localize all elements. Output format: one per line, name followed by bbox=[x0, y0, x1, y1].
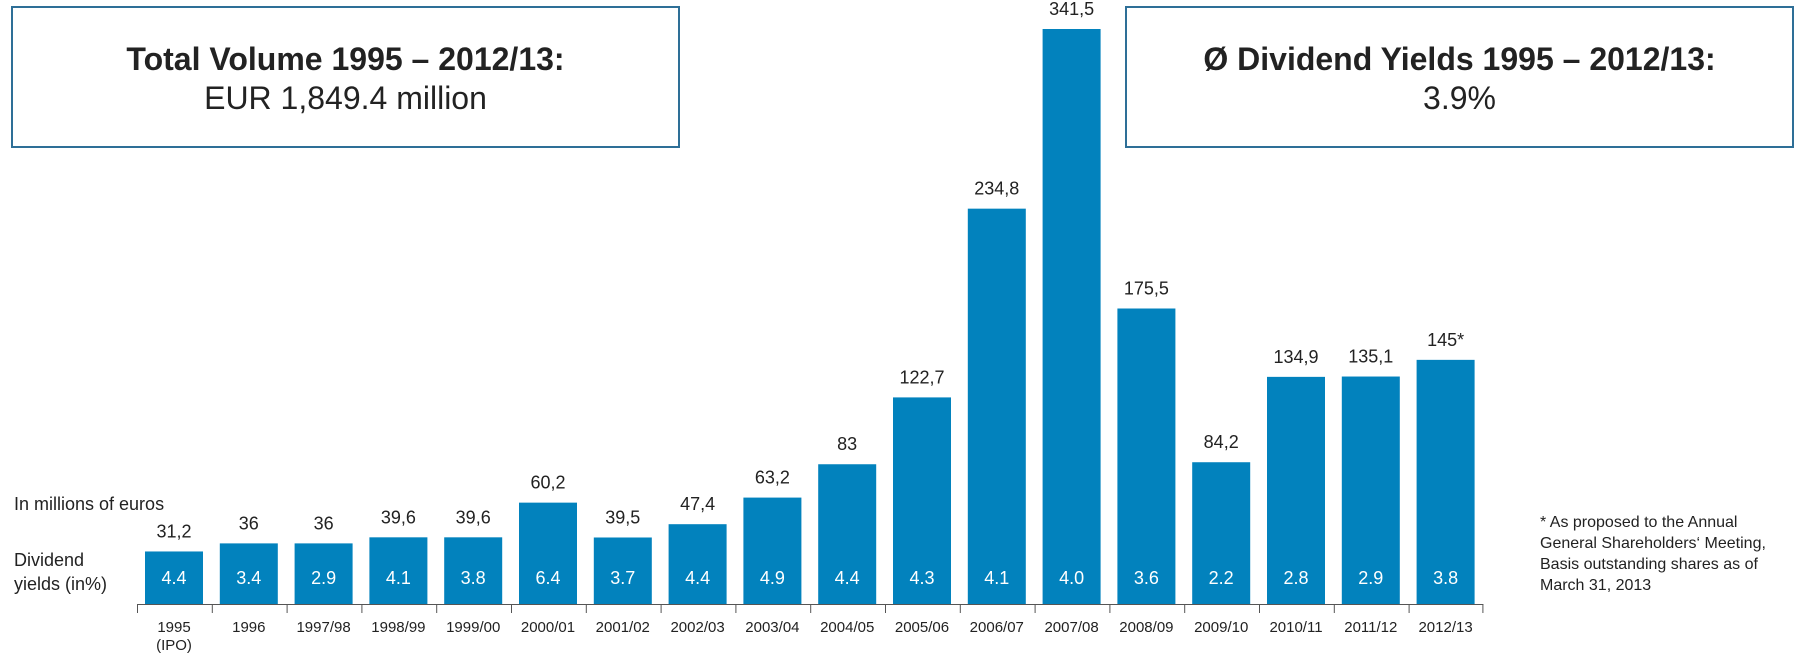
dividend-yield-label: 4.4 bbox=[835, 568, 860, 588]
bar bbox=[818, 464, 877, 604]
dividend-yield-label: 2.9 bbox=[311, 568, 336, 588]
dividend-yield-label: 3.8 bbox=[1433, 568, 1458, 588]
x-tick-label: 2006/07 bbox=[970, 619, 1024, 636]
bar bbox=[219, 543, 278, 604]
bar bbox=[668, 524, 727, 604]
dividend-yield-label: 2.2 bbox=[1209, 568, 1234, 588]
x-tick-label: 2009/10 bbox=[1194, 619, 1248, 636]
dividend-yield-label: 4.9 bbox=[760, 568, 785, 588]
total-volume-box: Total Volume 1995 – 2012/13: EUR 1,849.4… bbox=[11, 6, 680, 148]
dividend-yield-label: 3.7 bbox=[610, 568, 635, 588]
bar bbox=[444, 537, 503, 604]
dividend-yield-label: 4.4 bbox=[685, 568, 710, 588]
dividend-yields-label: Dividend yields (in%) bbox=[14, 550, 108, 594]
bar bbox=[743, 497, 802, 604]
bar-value-label: 134,9 bbox=[1273, 347, 1318, 367]
x-tick-label: 1995 bbox=[157, 619, 190, 636]
x-tick-label: 2004/05 bbox=[820, 619, 874, 636]
x-tick-label: 2001/02 bbox=[596, 619, 650, 636]
bar-value-label: 39,6 bbox=[381, 507, 416, 527]
x-tick-label: 1999/00 bbox=[446, 619, 500, 636]
bar bbox=[1267, 376, 1325, 604]
bar bbox=[1117, 308, 1176, 604]
bar-value-label: 145* bbox=[1427, 330, 1464, 350]
bar-value-label: 135,1 bbox=[1348, 347, 1393, 367]
x-tick-label: 1996 bbox=[232, 619, 265, 636]
bar bbox=[145, 551, 203, 604]
bar bbox=[967, 208, 1026, 604]
bar bbox=[519, 502, 577, 604]
x-tick-label: 1997/98 bbox=[296, 619, 350, 636]
x-tick-label: (IPO) bbox=[156, 637, 192, 654]
bar-value-label: 84,2 bbox=[1204, 432, 1239, 452]
bar bbox=[1192, 462, 1251, 604]
bar bbox=[593, 537, 652, 604]
bar bbox=[1416, 359, 1475, 604]
x-tick-label: 1998/99 bbox=[371, 619, 425, 636]
dividend-yield-label: 2.9 bbox=[1358, 568, 1383, 588]
x-tick-label: 2012/13 bbox=[1418, 619, 1472, 636]
bar-value-label: 36 bbox=[239, 513, 259, 533]
bar-value-label: 60,2 bbox=[530, 473, 565, 493]
dividend-yield-label: 6.4 bbox=[535, 568, 560, 588]
bar bbox=[369, 537, 428, 604]
x-tick-label: 2010/11 bbox=[1269, 619, 1322, 636]
dividend-yield-label: 3.8 bbox=[461, 568, 486, 588]
bar-value-label: 175,5 bbox=[1124, 279, 1169, 299]
dividend-yield-label: 4.1 bbox=[984, 568, 1009, 588]
total-volume-value: EUR 1,849.4 million bbox=[204, 80, 487, 116]
bar-value-label: 31,2 bbox=[156, 521, 191, 541]
bar-value-label: 39,6 bbox=[456, 507, 491, 527]
x-tick-label: 2011/12 bbox=[1344, 619, 1397, 636]
bar-value-label: 122,7 bbox=[899, 367, 944, 387]
bar-value-label: 341,5 bbox=[1049, 0, 1094, 19]
bar-value-label: 39,5 bbox=[605, 507, 640, 527]
total-volume-title: Total Volume 1995 – 2012/13: bbox=[126, 41, 565, 77]
dividend-yield-label: 4.1 bbox=[386, 568, 411, 588]
bar bbox=[294, 543, 353, 604]
bar bbox=[893, 397, 951, 604]
bar-value-label: 63,2 bbox=[755, 468, 790, 488]
x-tick-label: 2005/06 bbox=[895, 619, 949, 636]
dividend-yield-label: 4.3 bbox=[909, 568, 934, 588]
footnote: * As proposed to the Annual General Shar… bbox=[1540, 514, 1766, 594]
bar bbox=[1042, 29, 1101, 604]
dividend-yield-label: 4.4 bbox=[161, 568, 186, 588]
bar-value-label: 83 bbox=[837, 434, 857, 454]
x-tick-label: 2008/09 bbox=[1119, 619, 1173, 636]
dividend-yield-label: 3.6 bbox=[1134, 568, 1159, 588]
x-tick-label: 2002/03 bbox=[670, 619, 724, 636]
dividend-yield-label: 2.8 bbox=[1283, 568, 1308, 588]
x-tick-label: 2003/04 bbox=[745, 619, 799, 636]
dividend-yield-label: 3.4 bbox=[236, 568, 261, 588]
dividend-yield-value: 3.9% bbox=[1423, 80, 1496, 116]
dividend-yield-label: 4.0 bbox=[1059, 568, 1084, 588]
dividend-yield-box: Ø Dividend Yields 1995 – 2012/13: 3.9% bbox=[1125, 6, 1794, 148]
dividend-yield-title: Ø Dividend Yields 1995 – 2012/13: bbox=[1203, 41, 1716, 77]
bar-value-label: 234,8 bbox=[974, 179, 1019, 199]
bar-value-label: 36 bbox=[314, 513, 334, 533]
bar-value-label: 47,4 bbox=[680, 494, 715, 514]
unit-label: In millions of euros bbox=[14, 494, 165, 514]
bar bbox=[1341, 376, 1400, 604]
x-tick-label: 2000/01 bbox=[521, 619, 575, 636]
x-tick-label: 2007/08 bbox=[1044, 619, 1098, 636]
